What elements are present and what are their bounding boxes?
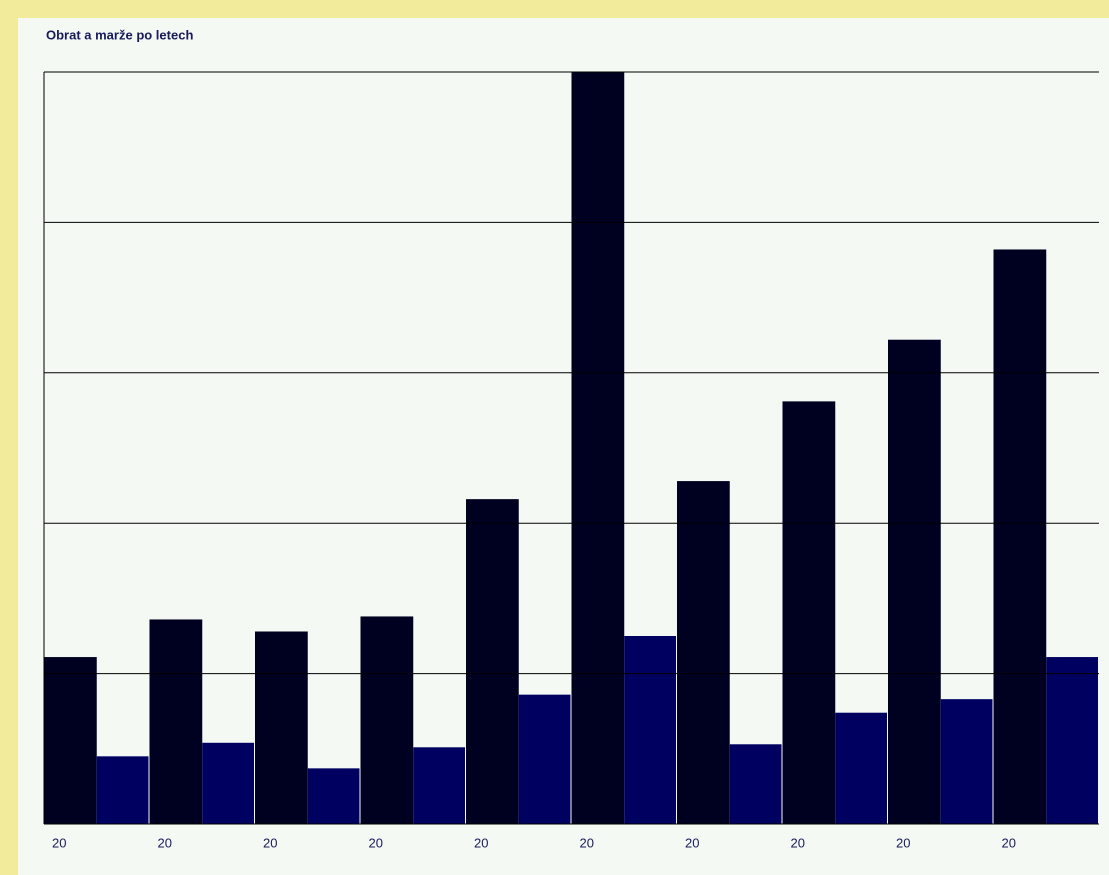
bar bbox=[360, 616, 414, 824]
bar bbox=[782, 401, 836, 824]
bar bbox=[518, 694, 571, 824]
bar bbox=[677, 481, 730, 824]
x-tick-label: 20 bbox=[580, 835, 594, 850]
bar bbox=[307, 768, 360, 824]
bar bbox=[571, 72, 625, 824]
x-tick-label: 20 bbox=[52, 835, 66, 850]
bar bbox=[255, 631, 308, 824]
bar bbox=[202, 742, 254, 824]
x-tick-label: 20 bbox=[896, 835, 910, 850]
bar bbox=[413, 747, 465, 824]
bar bbox=[835, 712, 887, 824]
bar bbox=[44, 657, 97, 824]
bar bbox=[729, 744, 782, 824]
bar bbox=[1046, 657, 1098, 824]
x-tick-label: 20 bbox=[369, 835, 383, 850]
x-tick-label: 20 bbox=[1002, 835, 1016, 850]
bar bbox=[466, 499, 519, 824]
x-tick-label: 20 bbox=[263, 835, 277, 850]
x-tick-label: 20 bbox=[685, 835, 699, 850]
bar bbox=[888, 339, 941, 824]
bar bbox=[993, 249, 1047, 825]
chart-title: Obrat a marže po letech bbox=[46, 27, 193, 42]
bar bbox=[149, 619, 203, 824]
bar bbox=[96, 756, 149, 824]
bar bbox=[624, 636, 676, 824]
x-tick-label: 20 bbox=[474, 835, 488, 850]
bar bbox=[940, 699, 993, 824]
x-tick-label: 20 bbox=[158, 835, 172, 850]
x-tick-label: 20 bbox=[791, 835, 805, 850]
